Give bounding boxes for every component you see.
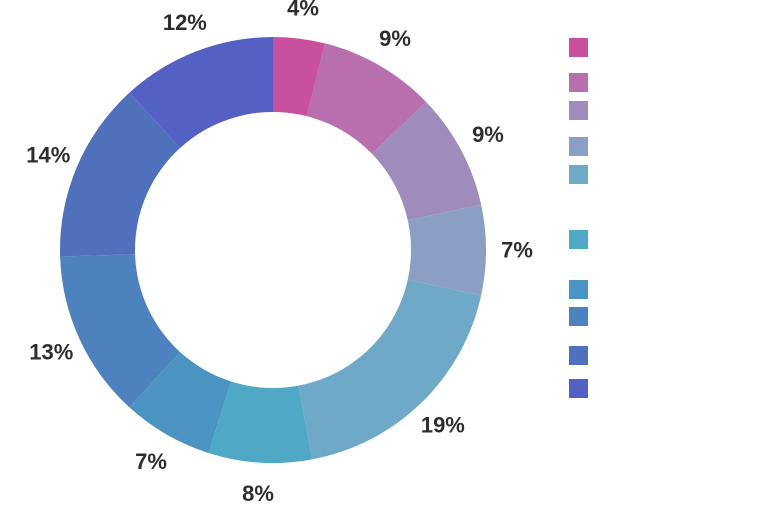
legend-item-7 (569, 280, 588, 299)
slice-label-9: 14% (26, 142, 70, 167)
slice-label-2: 9% (379, 26, 411, 51)
legend-swatch-1 (569, 38, 588, 57)
legend-swatch-10 (569, 379, 588, 398)
slice-label-4: 7% (501, 238, 533, 263)
slice-labels: 4% 9% 9% 7% 19% 8% 7% 13% 14% 12% (26, 0, 533, 506)
legend-item-9 (569, 346, 588, 365)
slice-label-7: 7% (135, 449, 167, 474)
slice-label-1: 4% (287, 0, 319, 20)
legend-item-8 (569, 307, 588, 326)
legend-item-5 (569, 165, 588, 184)
legend-swatch-3 (569, 101, 588, 120)
slice-label-10: 12% (163, 10, 207, 35)
legend-swatch-5 (569, 165, 588, 184)
legend-swatch-7 (569, 280, 588, 299)
legend-item-4 (569, 137, 588, 156)
slice-label-3: 9% (472, 122, 504, 147)
legend-swatch-2 (569, 73, 588, 92)
slice-label-6: 8% (242, 481, 274, 506)
legend-swatch-8 (569, 307, 588, 326)
legend-swatch-9 (569, 346, 588, 365)
legend-item-3 (569, 101, 588, 120)
slice-label-8: 13% (29, 339, 73, 364)
donut-hole (135, 112, 411, 388)
legend (569, 38, 588, 398)
slice-label-5: 19% (421, 413, 465, 438)
legend-swatch-6 (569, 230, 588, 249)
legend-swatch-4 (569, 137, 588, 156)
legend-item-2 (569, 73, 588, 92)
legend-item-1 (569, 38, 588, 57)
legend-item-10 (569, 379, 588, 398)
legend-item-6 (569, 230, 588, 249)
